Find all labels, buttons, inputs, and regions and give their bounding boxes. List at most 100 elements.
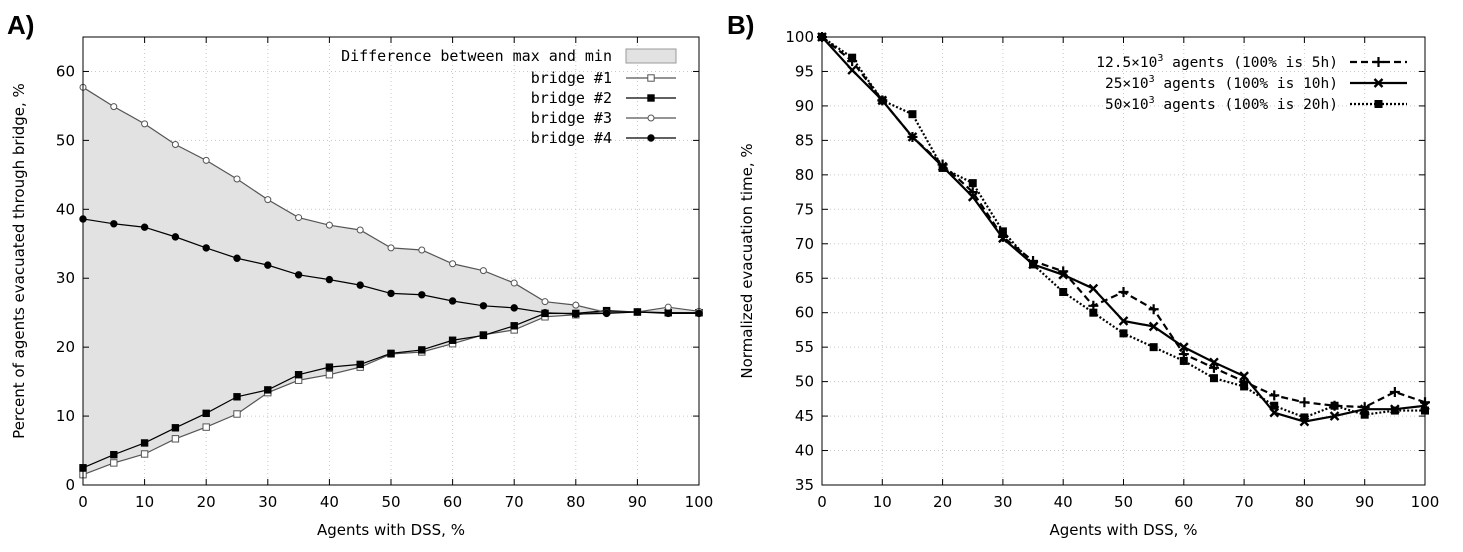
data-point	[1118, 287, 1129, 298]
panel-a-label: A)	[7, 10, 34, 40]
data-point	[141, 120, 149, 128]
data-point	[325, 371, 334, 379]
data-point	[1240, 382, 1249, 391]
data-point	[356, 360, 364, 369]
data-point	[908, 110, 917, 119]
data-point	[479, 267, 487, 275]
data-point	[633, 308, 642, 316]
data-point	[140, 223, 149, 231]
panel-b-y-axis-title: Normalized evacuation time, %	[738, 143, 756, 378]
legend-marker	[647, 94, 655, 102]
data-point	[449, 260, 457, 268]
data-point	[1390, 406, 1399, 415]
y-tick-label: 30	[56, 269, 75, 287]
data-point	[664, 309, 672, 318]
legend-label: bridge #3	[531, 109, 612, 127]
y-tick-label: 40	[56, 200, 75, 218]
x-tick-label: 60	[443, 493, 462, 511]
data-point	[998, 227, 1007, 236]
data-point	[847, 65, 857, 75]
data-point	[171, 233, 180, 241]
panel-a-y-axis-title: Percent of agents evacuated through brid…	[10, 83, 28, 439]
data-point	[1148, 321, 1159, 332]
data-point	[967, 192, 978, 202]
y-tick-label: 0	[65, 476, 75, 494]
panel-b-grid	[822, 37, 1425, 485]
data-point	[510, 279, 518, 287]
panel-a-legend: Difference between max and min bridge #1 b…	[341, 47, 677, 147]
data-point	[541, 298, 549, 306]
x-tick-label: 100	[1411, 493, 1440, 511]
x-tick-label: 20	[933, 493, 952, 511]
data-point	[1208, 362, 1219, 373]
panel-b-label: B)	[727, 10, 754, 40]
x-tick-label: 50	[1114, 493, 1133, 511]
data-point	[171, 435, 180, 443]
data-point	[1209, 374, 1218, 383]
panel-b-chart: B) 0 10 20 30 40 50 60 70 80 90 100 35 40 45 50 55 60 65 7…	[727, 10, 1439, 539]
data-point	[907, 132, 918, 142]
data-point	[448, 297, 457, 305]
data-point	[325, 221, 333, 229]
y-tick-label: 40	[795, 442, 814, 460]
data-point	[878, 96, 887, 105]
y-tick-label: 50	[795, 373, 814, 391]
data-point	[938, 163, 947, 172]
series-bridge-4	[79, 215, 703, 318]
panel-b-x-axis-title: Agents with DSS, %	[1050, 521, 1198, 539]
data-point	[572, 310, 580, 318]
x-tick-label: 80	[566, 493, 585, 511]
y-tick-label: 60	[795, 304, 814, 322]
x-tick-label: 100	[685, 493, 714, 511]
data-point	[1269, 390, 1280, 401]
legend-band-swatch	[625, 48, 677, 64]
data-point	[233, 175, 241, 183]
data-point	[1089, 308, 1098, 317]
y-tick-label: 100	[785, 28, 814, 46]
data-point	[140, 450, 149, 458]
x-tick-label: 40	[1054, 493, 1073, 511]
data-point	[140, 439, 149, 447]
data-point	[1300, 413, 1309, 422]
data-point	[1389, 386, 1400, 397]
legend-label: bridge #1	[531, 69, 612, 87]
data-point	[233, 254, 241, 262]
data-point	[1329, 411, 1340, 421]
legend-marker	[647, 134, 655, 142]
data-point	[479, 331, 488, 340]
y-tick-label: 65	[795, 269, 814, 287]
range-band	[83, 87, 699, 475]
data-point	[1088, 283, 1099, 294]
x-tick-label: 70	[505, 493, 524, 511]
y-tick-label: 70	[795, 235, 814, 253]
data-point	[202, 423, 210, 431]
data-point	[110, 450, 118, 459]
y-tick-label: 55	[795, 338, 814, 356]
data-point	[572, 301, 580, 309]
legend-marker	[1373, 57, 1384, 67]
data-point	[387, 349, 395, 358]
data-point	[171, 141, 179, 149]
data-point	[264, 386, 272, 394]
data-point	[295, 214, 303, 222]
data-point	[171, 424, 180, 432]
data-point	[1118, 316, 1129, 326]
series-bridge-3	[79, 83, 703, 317]
data-point	[510, 304, 518, 312]
data-point	[356, 281, 364, 289]
y-tick-label: 75	[795, 200, 814, 218]
data-point	[202, 244, 210, 252]
data-point	[541, 308, 549, 317]
x-tick-label: 90	[1355, 493, 1374, 511]
x-tick-label: 10	[135, 493, 154, 511]
data-point	[294, 371, 303, 379]
data-point	[1149, 343, 1158, 352]
data-point	[479, 302, 488, 310]
data-point	[848, 53, 857, 62]
y-tick-label: 45	[795, 407, 814, 425]
data-point	[998, 233, 1008, 244]
data-point	[233, 410, 241, 418]
x-tick-label: 50	[381, 493, 400, 511]
data-point	[356, 226, 364, 234]
